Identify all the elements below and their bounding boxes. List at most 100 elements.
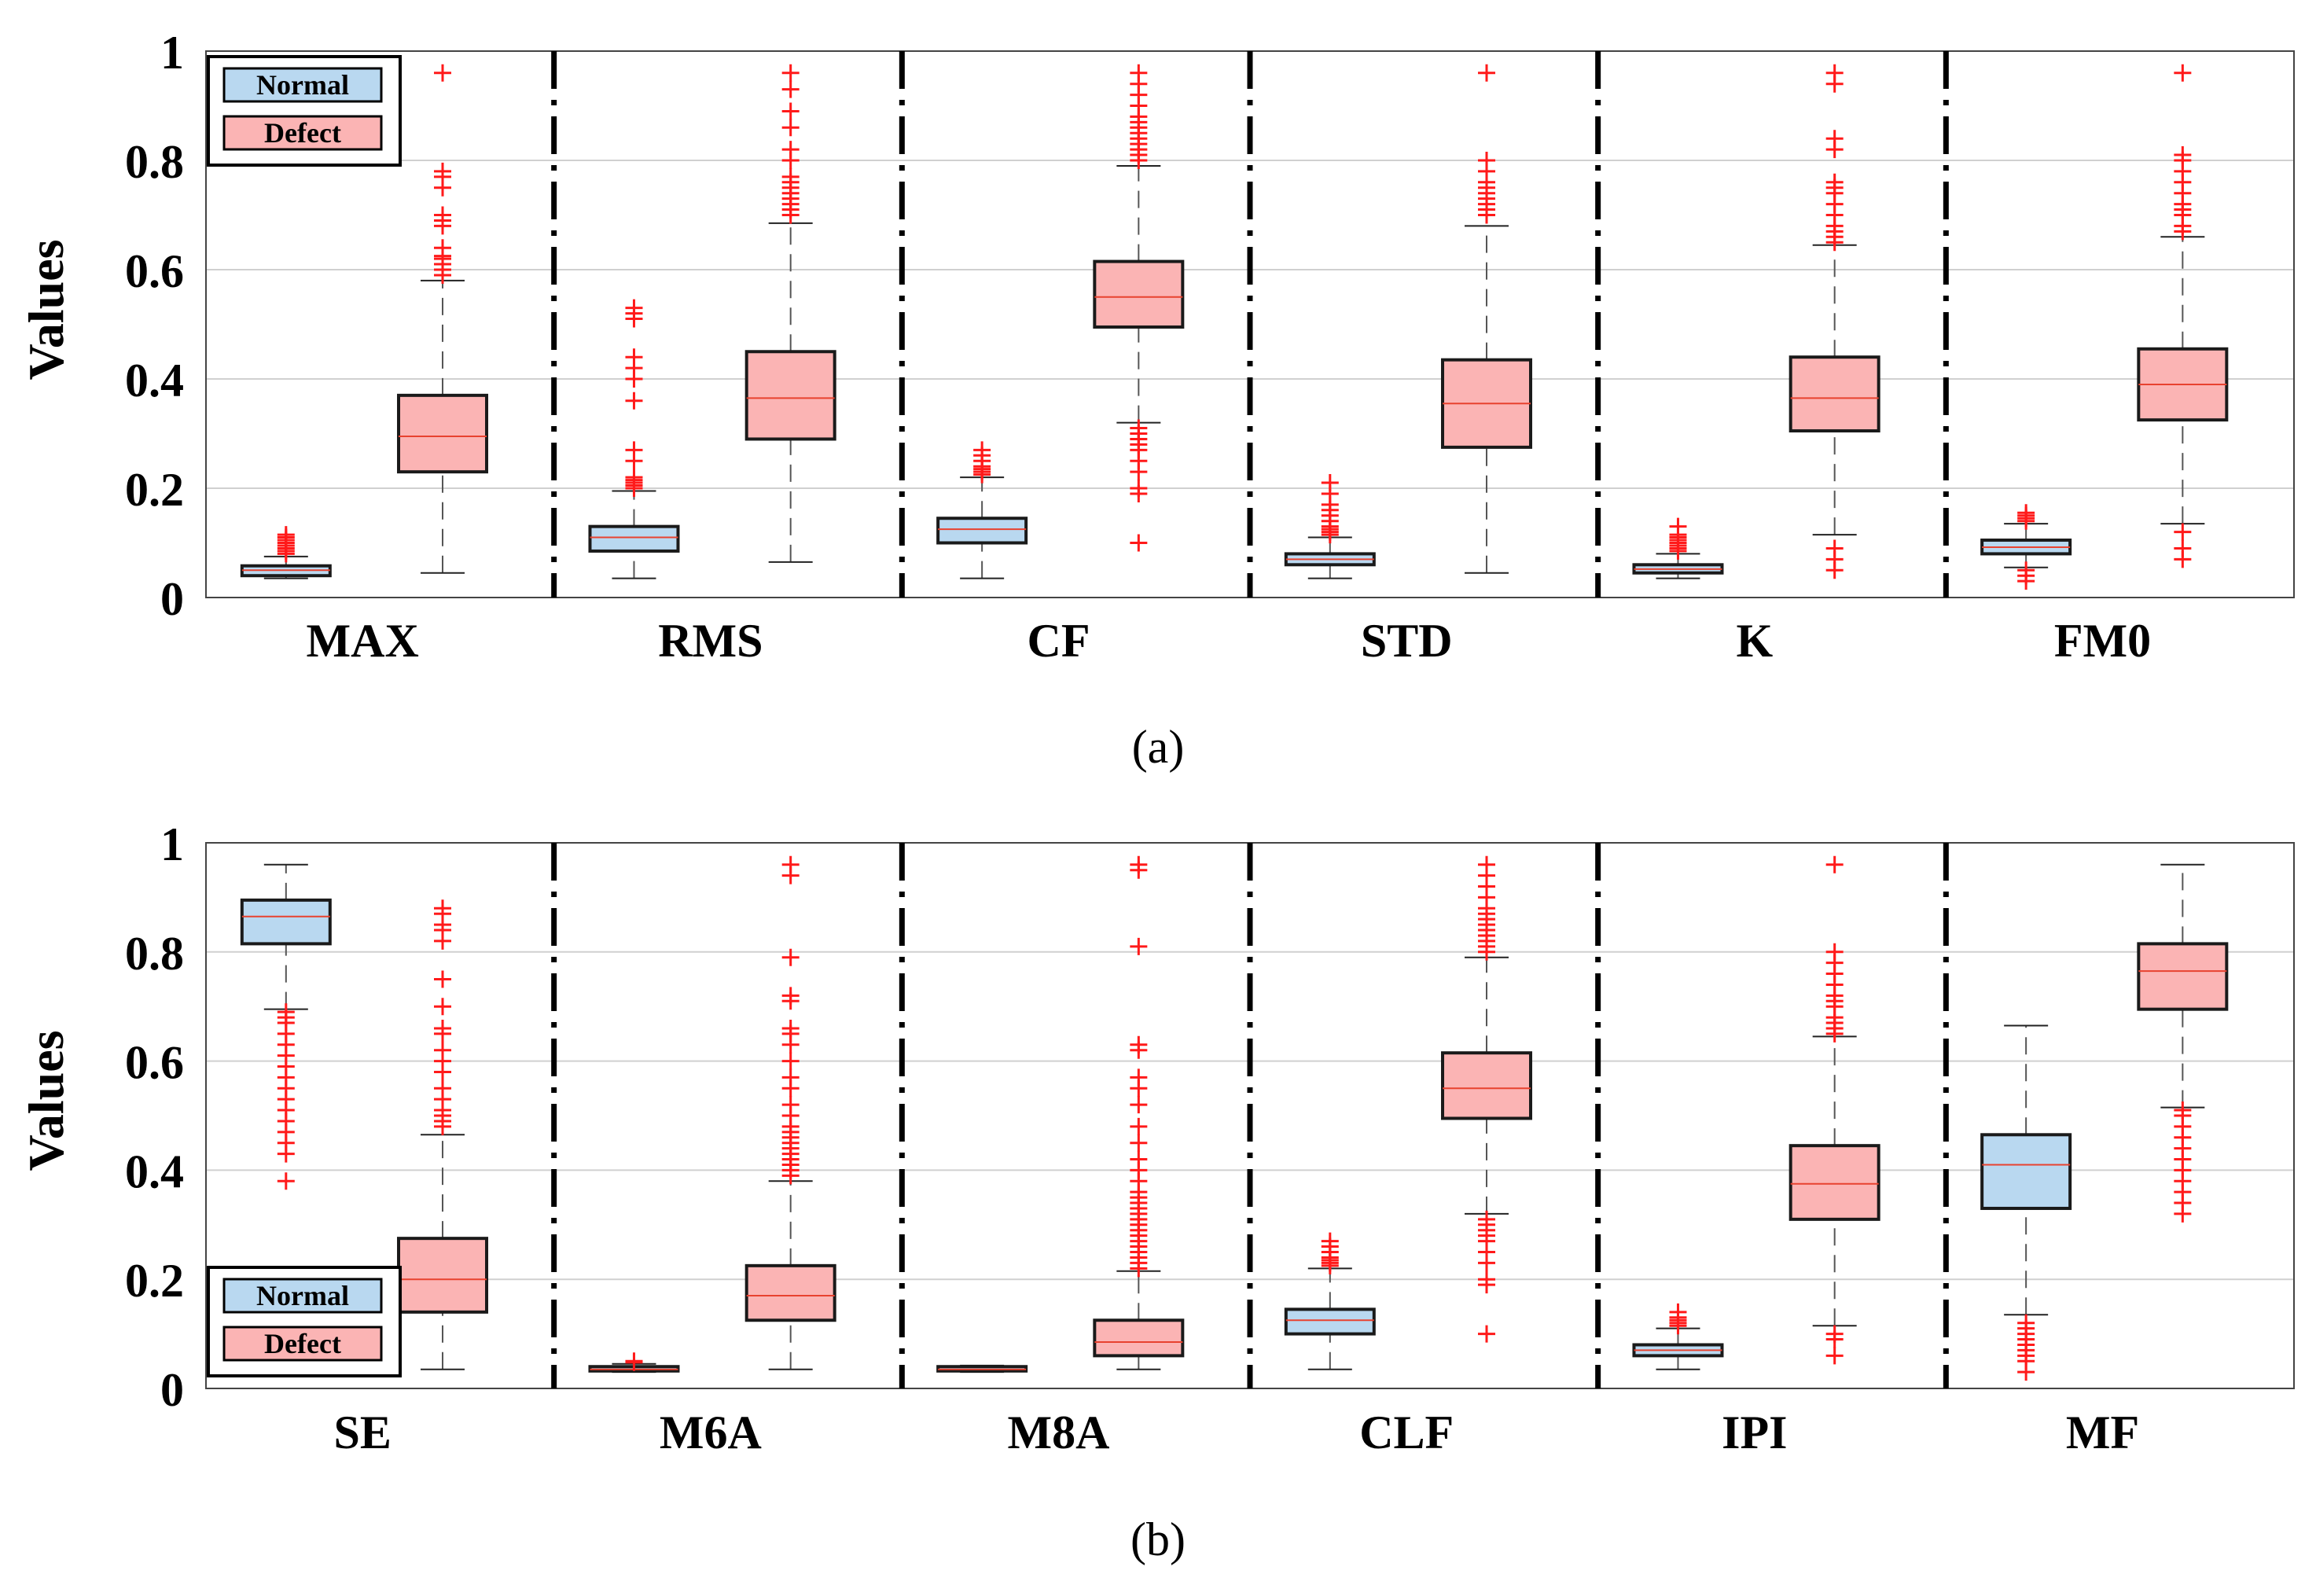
- outlier-point: [434, 998, 452, 1016]
- category-label: FM0: [2054, 615, 2151, 667]
- legend-defect-swatch: [222, 115, 383, 151]
- y-tick-label: 0.8: [125, 928, 184, 980]
- outlier-point: [434, 1041, 452, 1059]
- outlier-point: [625, 469, 643, 487]
- defect-box: [1441, 855, 1533, 1343]
- outlier-point: [434, 970, 452, 988]
- outlier-point: [2174, 64, 2192, 82]
- outlier-point: [781, 141, 800, 159]
- outlier-point: [277, 1172, 295, 1190]
- legend-normal-label: Normal: [256, 69, 349, 101]
- defect-box: [1093, 64, 1185, 552]
- category-label: SE: [334, 1407, 392, 1458]
- normal-box: [1284, 474, 1376, 579]
- iqr-box: [2137, 942, 2229, 1011]
- y-tick-label: 1: [160, 27, 184, 79]
- outlier-point: [434, 162, 452, 180]
- category-label: K: [1737, 615, 1774, 667]
- defect-box: [2137, 64, 2229, 568]
- y-tick-label: 0.4: [125, 1146, 184, 1197]
- outlier-point: [2174, 523, 2192, 541]
- outlier-point: [1478, 855, 1496, 873]
- normal-box: [1632, 1303, 1724, 1370]
- defect-box: [744, 64, 836, 563]
- y-axis-label: Values: [18, 1030, 74, 1171]
- category-label: M8A: [1008, 1407, 1110, 1458]
- normal-box: [1980, 504, 2072, 590]
- outlier-point: [434, 1019, 452, 1037]
- outlier-point: [781, 1019, 800, 1037]
- outlier-point: [1130, 419, 1148, 437]
- defect-box: [1788, 855, 1880, 1365]
- outlier-point: [1825, 1347, 1844, 1365]
- legend-normal-swatch: [222, 67, 383, 103]
- panel-label: (b): [1130, 1513, 1186, 1565]
- iqr-box: [744, 1263, 836, 1322]
- y-tick-label: 0.8: [125, 136, 184, 188]
- category-label: M6A: [660, 1407, 762, 1458]
- iqr-box: [1284, 1307, 1376, 1336]
- category-label: MF: [2066, 1407, 2139, 1458]
- normal-box: [1632, 517, 1724, 579]
- outlier-point: [1478, 152, 1496, 169]
- legend-normal-swatch: [222, 1278, 383, 1314]
- iqr-box: [744, 350, 836, 441]
- outlier-point: [625, 1352, 643, 1370]
- outlier-point: [2017, 504, 2035, 522]
- y-tick-label: 0.6: [125, 245, 184, 297]
- outlier-point: [1130, 534, 1148, 552]
- outlier-point: [1130, 1096, 1148, 1114]
- category-label: CF: [1027, 615, 1090, 667]
- outlier-point: [781, 102, 800, 120]
- outlier-point: [1130, 1134, 1148, 1152]
- outlier-point: [2174, 146, 2192, 164]
- outlier-point: [1130, 1035, 1148, 1054]
- iqr-box: [1788, 1144, 1880, 1221]
- iqr-box: [1093, 259, 1185, 329]
- legend: Normal Defect: [207, 55, 402, 167]
- outlier-point: [277, 526, 295, 544]
- normal-box: [588, 299, 680, 579]
- category-label: MAX: [307, 615, 419, 667]
- outlier-point: [1478, 1325, 1496, 1343]
- iqr-box: [397, 393, 489, 474]
- outlier-point: [781, 1096, 800, 1114]
- outlier-point: [1130, 1068, 1148, 1087]
- outlier-point: [781, 1052, 800, 1070]
- iqr-box: [240, 898, 332, 946]
- outlier-point: [1130, 937, 1148, 955]
- outlier-point: [1478, 1271, 1496, 1289]
- outlier-point: [2017, 561, 2035, 579]
- defect-box: [397, 899, 489, 1370]
- outlier-point: [1669, 517, 1687, 535]
- normal-box: [1980, 1024, 2072, 1381]
- outlier-point: [781, 167, 800, 186]
- panel-b: Values (b) 0 0.2 0.4 0.6 0.8 1 SE M6A M8A CLF IPI M…: [18, 818, 2295, 1565]
- iqr-box: [1980, 1133, 2072, 1210]
- outlier-point: [1825, 855, 1844, 873]
- outlier-point: [1825, 943, 1844, 961]
- defect-box: [397, 64, 489, 574]
- normal-box: [588, 1352, 680, 1374]
- outlier-point: [277, 1003, 295, 1021]
- normal-box: [240, 526, 332, 579]
- outlier-point: [1321, 1232, 1339, 1250]
- iqr-box: [1093, 1318, 1185, 1358]
- legend-defect-label: Defect: [264, 1328, 341, 1359]
- outlier-point: [434, 206, 452, 224]
- outlier-point: [1825, 130, 1844, 148]
- defect-box: [2137, 863, 2229, 1223]
- category-label: CLF: [1359, 1407, 1454, 1458]
- outlier-point: [781, 1068, 800, 1087]
- iqr-box: [1441, 1051, 1533, 1120]
- outlier-point: [625, 348, 643, 366]
- legend-defect-swatch: [222, 1326, 383, 1362]
- iqr-box: [397, 1237, 489, 1314]
- y-tick-label: 0.4: [125, 355, 184, 406]
- iqr-box: [588, 524, 680, 553]
- outlier-point: [781, 80, 800, 98]
- outlier-point: [625, 441, 643, 459]
- outlier-point: [1825, 539, 1844, 557]
- y-tick-label: 0.6: [125, 1037, 184, 1089]
